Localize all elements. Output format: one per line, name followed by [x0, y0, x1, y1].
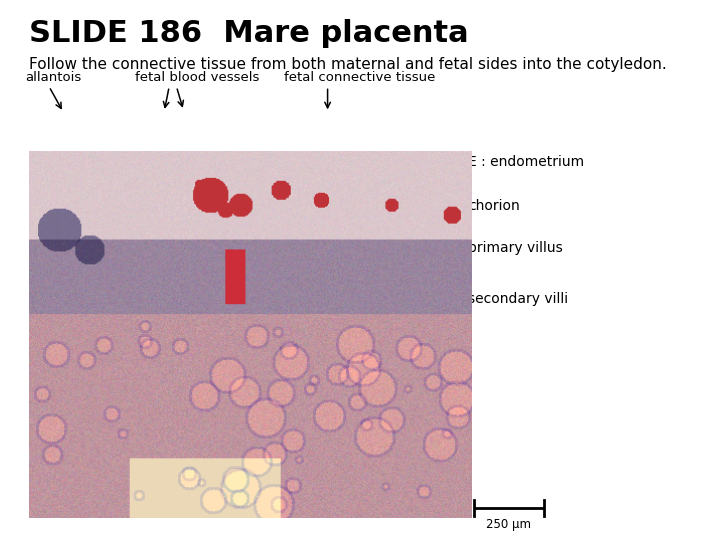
Text: allantois: allantois [25, 71, 81, 84]
Text: E: E [246, 492, 255, 507]
Text: primary villus: primary villus [468, 241, 563, 255]
Text: areolar space: areolar space [79, 226, 174, 240]
Text: fetal connective tissue: fetal connective tissue [284, 71, 436, 84]
Text: E : endometrium: E : endometrium [468, 155, 584, 169]
Text: SLIDE 186  Mare placenta: SLIDE 186 Mare placenta [29, 19, 469, 48]
Text: secondary villi: secondary villi [468, 292, 568, 306]
Text: 250 μm: 250 μm [486, 518, 531, 531]
Text: uterine glands: uterine glands [109, 481, 200, 494]
Text: chorion: chorion [468, 199, 520, 213]
Text: fetal blood vessels: fetal blood vessels [135, 71, 260, 84]
Text: Follow the connective tissue from both maternal and fetal sides into the cotyled: Follow the connective tissue from both m… [29, 57, 667, 72]
